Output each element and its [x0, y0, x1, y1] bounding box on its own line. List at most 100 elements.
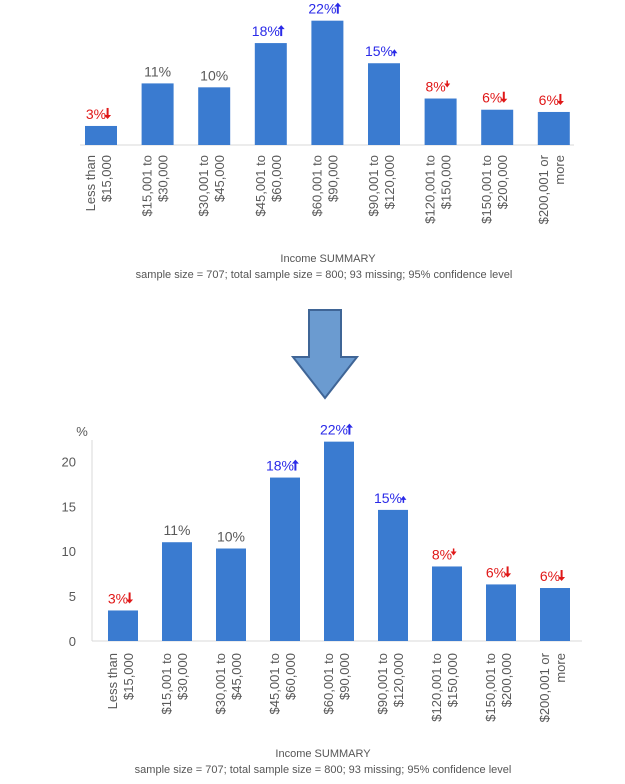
- category-label: $45,001 to: [267, 653, 282, 714]
- category-label: $120,000: [391, 653, 406, 707]
- chart-bottom: 0 5 10 15 20% 3% 11% 10% 18% 22% 15% 8% 6% 6% Less t…: [62, 422, 582, 776]
- up-arrow-icon: [291, 459, 299, 471]
- category-label: $150,001 to: [479, 155, 494, 224]
- y-tick-label: 0: [69, 634, 76, 649]
- category-label: $45,000: [212, 155, 227, 202]
- down-arrow-icon: [290, 309, 360, 400]
- bar: [270, 477, 300, 641]
- bar: [537, 111, 570, 145]
- data-label: 6%: [539, 92, 559, 108]
- category-label: $120,000: [382, 155, 397, 209]
- category-label: $45,001 to: [253, 155, 268, 216]
- category-label: $90,000: [337, 653, 352, 700]
- category-labels-bottom: Less than $15,000 $15,001 to $30,000 $30,001…: [105, 652, 568, 722]
- bar: [108, 610, 138, 641]
- bars-bottom: [92, 441, 582, 642]
- bar: [162, 542, 192, 641]
- data-label: 15%: [374, 490, 402, 506]
- bar: [216, 548, 246, 641]
- data-labels-top: 3% 11% 10% 18% 22% 15% 8% 6% 6%: [86, 1, 564, 122]
- chart-subtitle-bottom: sample size = 707; total sample size = 8…: [135, 764, 512, 776]
- data-label: 8%: [425, 79, 445, 95]
- category-label: $120,001 to: [429, 653, 444, 722]
- bar: [424, 98, 457, 145]
- category-label: $150,001 to: [483, 653, 498, 722]
- x-axis-title-top: Income SUMMARY: [280, 253, 376, 265]
- data-label: 6%: [486, 564, 506, 580]
- category-label: $150,000: [439, 155, 454, 209]
- category-label: $30,000: [175, 653, 190, 700]
- chart-top: 3% 11% 10% 18% 22% 15% 8% 6% 6% Less than $15,000…: [80, 1, 574, 281]
- down-arrow-icon: [500, 91, 508, 103]
- category-label: $60,000: [269, 155, 284, 202]
- data-label: 11%: [144, 63, 171, 79]
- category-label: $90,001 to: [375, 653, 390, 714]
- data-label: 11%: [164, 522, 191, 538]
- down-arrow-icon: [558, 570, 566, 582]
- data-label: 15%: [365, 43, 393, 59]
- down-arrow-icon: [444, 80, 451, 88]
- data-label: 10%: [200, 67, 228, 83]
- data-label: 6%: [482, 90, 502, 106]
- category-label: more: [552, 155, 567, 185]
- category-label: $30,000: [156, 155, 171, 202]
- y-tick-label: 15: [62, 499, 76, 514]
- down-arrow-icon: [556, 93, 564, 105]
- bar: [85, 125, 117, 145]
- chart-subtitle-top: sample size = 707; total sample size = 8…: [136, 269, 513, 281]
- category-label: $15,000: [121, 653, 136, 700]
- category-label: Less than: [105, 653, 120, 709]
- category-label: $200,001 or: [536, 154, 551, 224]
- down-arrow-icon: [450, 548, 457, 556]
- down-arrow-icon: [104, 107, 112, 119]
- data-label: 22%: [320, 422, 348, 438]
- data-label: 8%: [432, 546, 452, 562]
- data-label: 3%: [86, 106, 106, 122]
- down-arrow-icon: [126, 592, 134, 604]
- y-tick-label: 20: [62, 454, 76, 469]
- data-label: 18%: [252, 23, 280, 39]
- category-labels-top: Less than $15,000 $15,001 to $30,000 $30,001…: [83, 154, 567, 224]
- category-label: $30,001 to: [213, 653, 228, 714]
- up-arrow-icon: [400, 495, 407, 503]
- category-label: more: [553, 653, 568, 683]
- y-tick-label: 5: [69, 589, 76, 604]
- bar: [432, 566, 462, 641]
- category-label: $200,000: [499, 653, 514, 707]
- category-label: $90,000: [325, 155, 340, 202]
- category-label: $15,001 to: [140, 155, 155, 216]
- category-label: $45,000: [229, 653, 244, 700]
- category-label: $200,000: [495, 155, 510, 209]
- bar: [378, 509, 408, 641]
- category-label: $150,000: [445, 653, 460, 707]
- data-label: 10%: [217, 529, 245, 545]
- bar: [141, 83, 174, 145]
- data-label: 18%: [266, 458, 294, 474]
- down-arrow-icon: [504, 566, 512, 578]
- up-arrow-icon: [277, 25, 285, 37]
- category-label: $60,001 to: [321, 653, 336, 714]
- data-label: 3%: [108, 590, 128, 606]
- bar: [198, 87, 231, 145]
- category-label: Less than: [83, 155, 98, 211]
- up-arrow-icon: [334, 2, 342, 14]
- y-tick-label: 10: [62, 544, 76, 559]
- category-label: $60,000: [283, 653, 298, 700]
- bar: [368, 63, 400, 145]
- data-labels-bottom: 3% 11% 10% 18% 22% 15% 8% 6% 6%: [108, 422, 566, 606]
- category-label: $120,001 to: [423, 155, 438, 224]
- bars-top: [80, 20, 574, 146]
- up-arrow-icon: [391, 49, 398, 57]
- y-axis-bottom: 0 5 10 15 20%: [62, 424, 93, 649]
- up-arrow-icon: [345, 423, 353, 435]
- bar: [324, 441, 354, 641]
- category-label: $60,001 to: [309, 155, 324, 216]
- x-axis-title-bottom: Income SUMMARY: [275, 748, 371, 760]
- category-label: $90,001 to: [366, 155, 381, 216]
- bar: [311, 20, 344, 145]
- category-label: $15,001 to: [159, 653, 174, 714]
- category-label: $30,001 to: [196, 155, 211, 216]
- category-label: $200,001 or: [537, 652, 552, 722]
- y-axis-unit: %: [76, 424, 88, 439]
